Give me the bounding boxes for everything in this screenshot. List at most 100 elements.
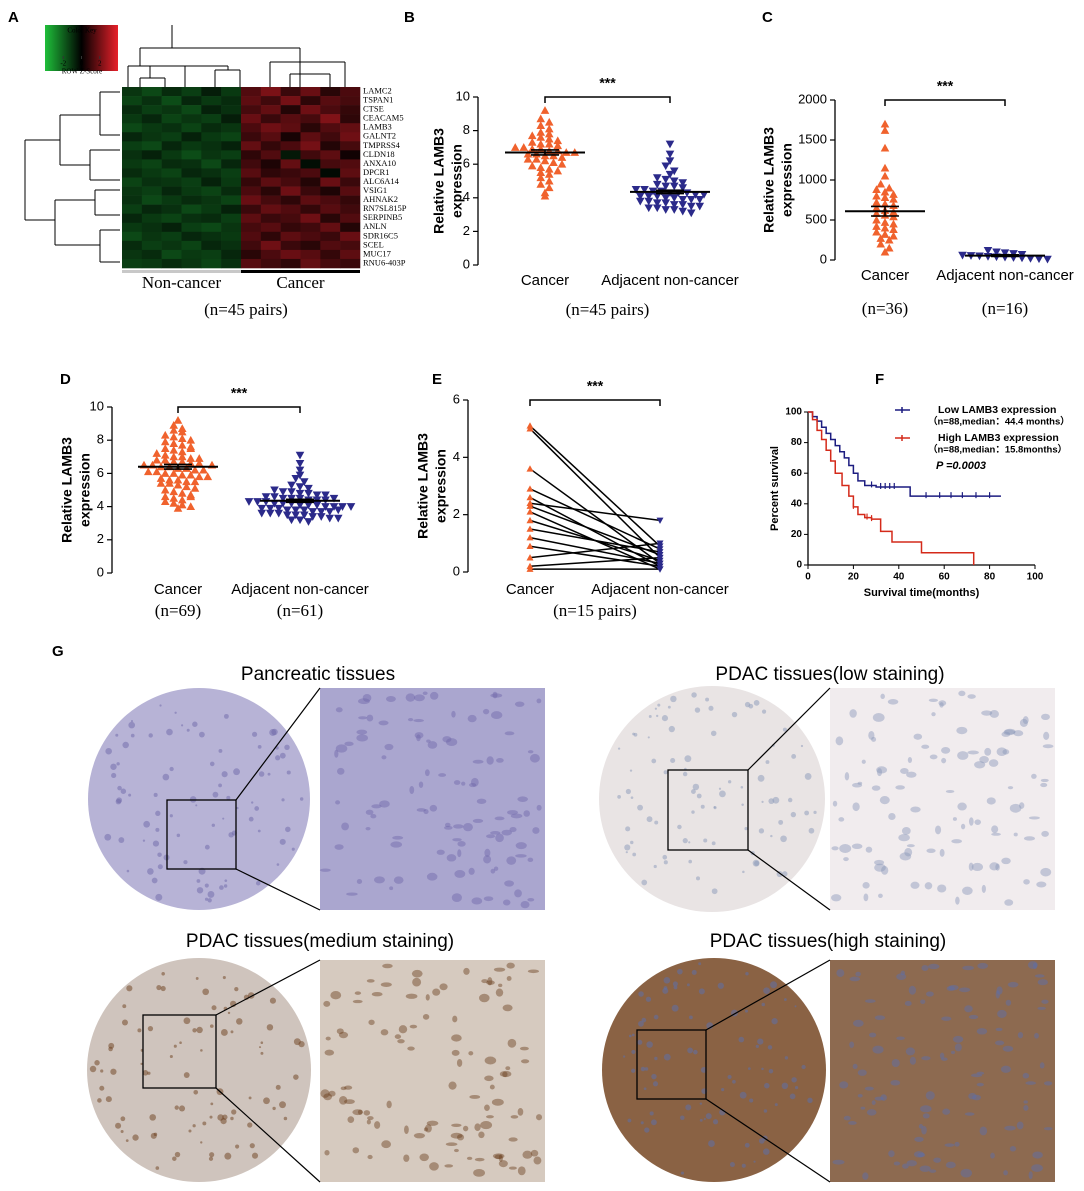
texture: [757, 1038, 764, 1045]
texture: [913, 733, 923, 740]
data-point: [282, 511, 292, 520]
texture: [871, 785, 881, 791]
heatmap-cell: [260, 96, 281, 106]
heatmap-cell: [122, 150, 143, 160]
heatmap-cell: [260, 141, 281, 151]
texture: [380, 982, 392, 987]
texture: [700, 1066, 707, 1073]
y-tick-label: 40: [791, 498, 803, 509]
texture: [495, 833, 504, 843]
data-point: [160, 485, 170, 494]
heatmap-cell: [320, 240, 341, 251]
data-point: [665, 170, 675, 179]
texture: [489, 1084, 495, 1090]
texture: [200, 1049, 203, 1052]
texture: [740, 786, 744, 789]
data-point: [884, 243, 894, 252]
heatmap-cell: [280, 105, 301, 115]
texture: [444, 825, 453, 830]
texture: [742, 870, 745, 874]
texture: [532, 827, 540, 834]
texture: [255, 880, 261, 886]
texture: [363, 1110, 371, 1116]
heatmap-cell: [201, 240, 222, 251]
texture: [486, 756, 494, 765]
color-key-tick-label: -2: [60, 60, 66, 68]
texture: [839, 1081, 849, 1089]
texture: [186, 728, 190, 732]
texture: [653, 1014, 659, 1020]
heatmap-cell: [221, 222, 242, 233]
data-point: [958, 251, 967, 260]
texture: [744, 701, 751, 708]
texture: [839, 844, 852, 853]
texture: [492, 691, 498, 699]
legend-swatch: [895, 435, 910, 441]
texture: [509, 827, 517, 833]
data-point: [872, 198, 881, 206]
data-point: [686, 196, 696, 204]
texture: [986, 797, 996, 805]
panel-letter: G: [52, 643, 64, 660]
texture: [444, 822, 451, 828]
texture: [508, 1137, 518, 1142]
texture: [708, 705, 714, 711]
data-point: [536, 114, 546, 123]
texture: [677, 968, 683, 975]
texture: [517, 796, 528, 802]
texture: [193, 1089, 199, 1095]
texture: [791, 754, 797, 759]
texture: [663, 860, 668, 865]
texture: [781, 1082, 789, 1090]
heatmap-cell: [221, 96, 242, 106]
texture: [682, 771, 688, 777]
data-point: [631, 185, 641, 194]
heatmap-cell: [300, 96, 321, 106]
texture: [251, 1152, 259, 1159]
texture: [1004, 899, 1014, 906]
data-point: [872, 191, 881, 200]
texture: [371, 991, 383, 997]
texture: [767, 1045, 773, 1050]
texture: [450, 1132, 463, 1139]
texture: [407, 717, 414, 722]
data-point: [656, 554, 664, 562]
texture: [432, 988, 441, 996]
heatmap-cell: [221, 258, 242, 269]
texture: [174, 1105, 179, 1110]
y-tick-label: 6: [97, 465, 104, 480]
heatmap-cell: [280, 159, 301, 169]
data-point: [536, 180, 546, 188]
data-point: [526, 554, 534, 561]
data-point: [880, 199, 890, 208]
texture: [898, 834, 910, 842]
texture: [732, 1079, 736, 1084]
texture: [887, 699, 899, 705]
texture: [354, 991, 362, 995]
y-tick-label: 4: [463, 189, 470, 204]
texture: [952, 1035, 964, 1043]
texture: [960, 1168, 972, 1178]
texture: [787, 797, 793, 803]
heatmap-cell: [122, 105, 143, 115]
texture: [457, 1134, 465, 1141]
texture: [939, 1052, 945, 1059]
heatmap-cell: [181, 132, 202, 142]
data-point: [983, 246, 993, 255]
texture: [334, 844, 344, 850]
heatmap-cell: [201, 168, 222, 178]
texture: [974, 819, 982, 825]
x-tick-label: 60: [939, 572, 951, 583]
x-tick-label: 80: [984, 572, 996, 583]
texture: [152, 840, 160, 847]
heatmap-cell: [161, 231, 182, 242]
color-key-label: ROW Z-Score: [62, 68, 103, 76]
texture: [832, 800, 838, 807]
texture: [279, 838, 286, 845]
data-point: [156, 479, 166, 487]
texture: [482, 708, 490, 715]
texture: [958, 690, 966, 697]
texture: [336, 1028, 344, 1035]
texture: [199, 731, 205, 738]
heatmap-cell: [181, 87, 202, 97]
